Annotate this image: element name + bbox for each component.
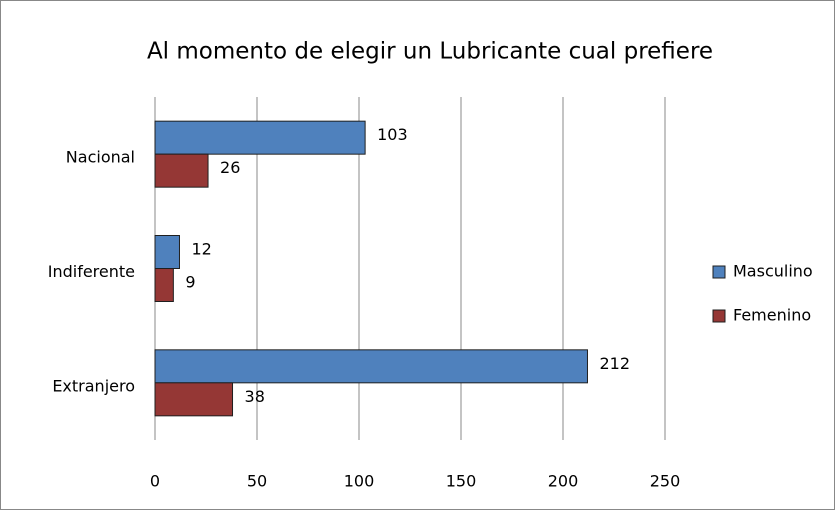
data-label: 9 xyxy=(185,273,195,292)
x-tick-label: 0 xyxy=(150,472,160,491)
data-label: 26 xyxy=(220,158,240,177)
x-tick-label: 100 xyxy=(344,472,375,491)
x-tick-label: 200 xyxy=(548,472,579,491)
legend-swatch xyxy=(712,309,726,323)
legend-label: Femenino xyxy=(733,306,811,325)
bar xyxy=(154,120,366,155)
data-label: 103 xyxy=(377,125,408,144)
data-label: 212 xyxy=(599,354,630,373)
legend-swatch xyxy=(712,265,726,279)
bar xyxy=(154,349,588,384)
y-tick-label: Nacional xyxy=(66,148,135,167)
legend-label: Masculino xyxy=(733,262,813,281)
bar xyxy=(154,382,234,417)
bar xyxy=(154,235,180,269)
x-tick-label: 250 xyxy=(650,472,681,491)
bar xyxy=(154,153,209,188)
x-tick-label: 150 xyxy=(446,472,477,491)
chart-title: Al momento de elegir un Lubricante cual … xyxy=(147,39,713,65)
y-tick-label: Extranjero xyxy=(52,376,135,395)
data-label: 38 xyxy=(245,387,265,406)
bar xyxy=(154,268,174,302)
data-label: 12 xyxy=(191,240,211,259)
y-tick-label: Indiferente xyxy=(48,262,135,281)
x-tick-label: 50 xyxy=(247,472,267,491)
